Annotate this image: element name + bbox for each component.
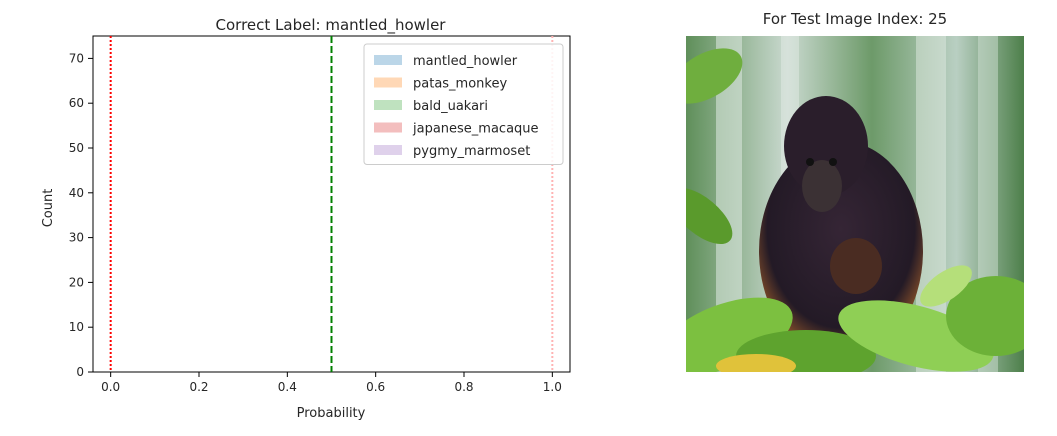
- y-tick-label: 60: [69, 96, 84, 110]
- y-tick-label: 10: [69, 320, 84, 334]
- legend-swatch: [374, 122, 402, 133]
- y-tick-label: 30: [69, 231, 84, 245]
- y-tick-label: 70: [69, 51, 84, 65]
- y-axis-label: Count: [41, 189, 56, 228]
- legend-entry: japanese_macaque: [412, 122, 539, 137]
- legend-swatch: [374, 100, 402, 110]
- test-image: [686, 36, 1024, 372]
- x-tick-label: 0.4: [278, 380, 297, 394]
- x-tick-label: 0.2: [189, 380, 208, 394]
- plot-area: 0.0 0.2 0.4 0.6 0.8 1.0 0 10 20 30 40 50 60 70 mantled…: [69, 35, 571, 394]
- chart-title: Correct Label: mantled_howler: [216, 16, 447, 35]
- x-tick-label: 0.8: [454, 380, 473, 394]
- x-tick-label: 0.0: [101, 380, 120, 394]
- legend-swatch: [374, 145, 402, 155]
- legend-swatch: [374, 55, 402, 65]
- legend-entry: mantled_howler: [413, 54, 518, 69]
- x-tick-label: 0.6: [366, 380, 385, 394]
- y-tick-label: 40: [69, 186, 84, 200]
- legend-box: [363, 43, 564, 165]
- y-tick-label: 0: [76, 365, 84, 379]
- y-tick-label: 20: [69, 275, 84, 289]
- x-tick-label: 1.0: [543, 380, 562, 394]
- legend-entry: pygmy_marmoset: [413, 144, 530, 159]
- x-axis-label: Probability: [297, 406, 366, 421]
- legend-entry: patas_monkey: [413, 77, 507, 92]
- image-title: For Test Image Index: 25: [762, 10, 948, 28]
- y-tick-label: 50: [69, 141, 84, 155]
- legend-swatch: [374, 77, 402, 88]
- legend-entry: bald_uakari: [413, 99, 488, 114]
